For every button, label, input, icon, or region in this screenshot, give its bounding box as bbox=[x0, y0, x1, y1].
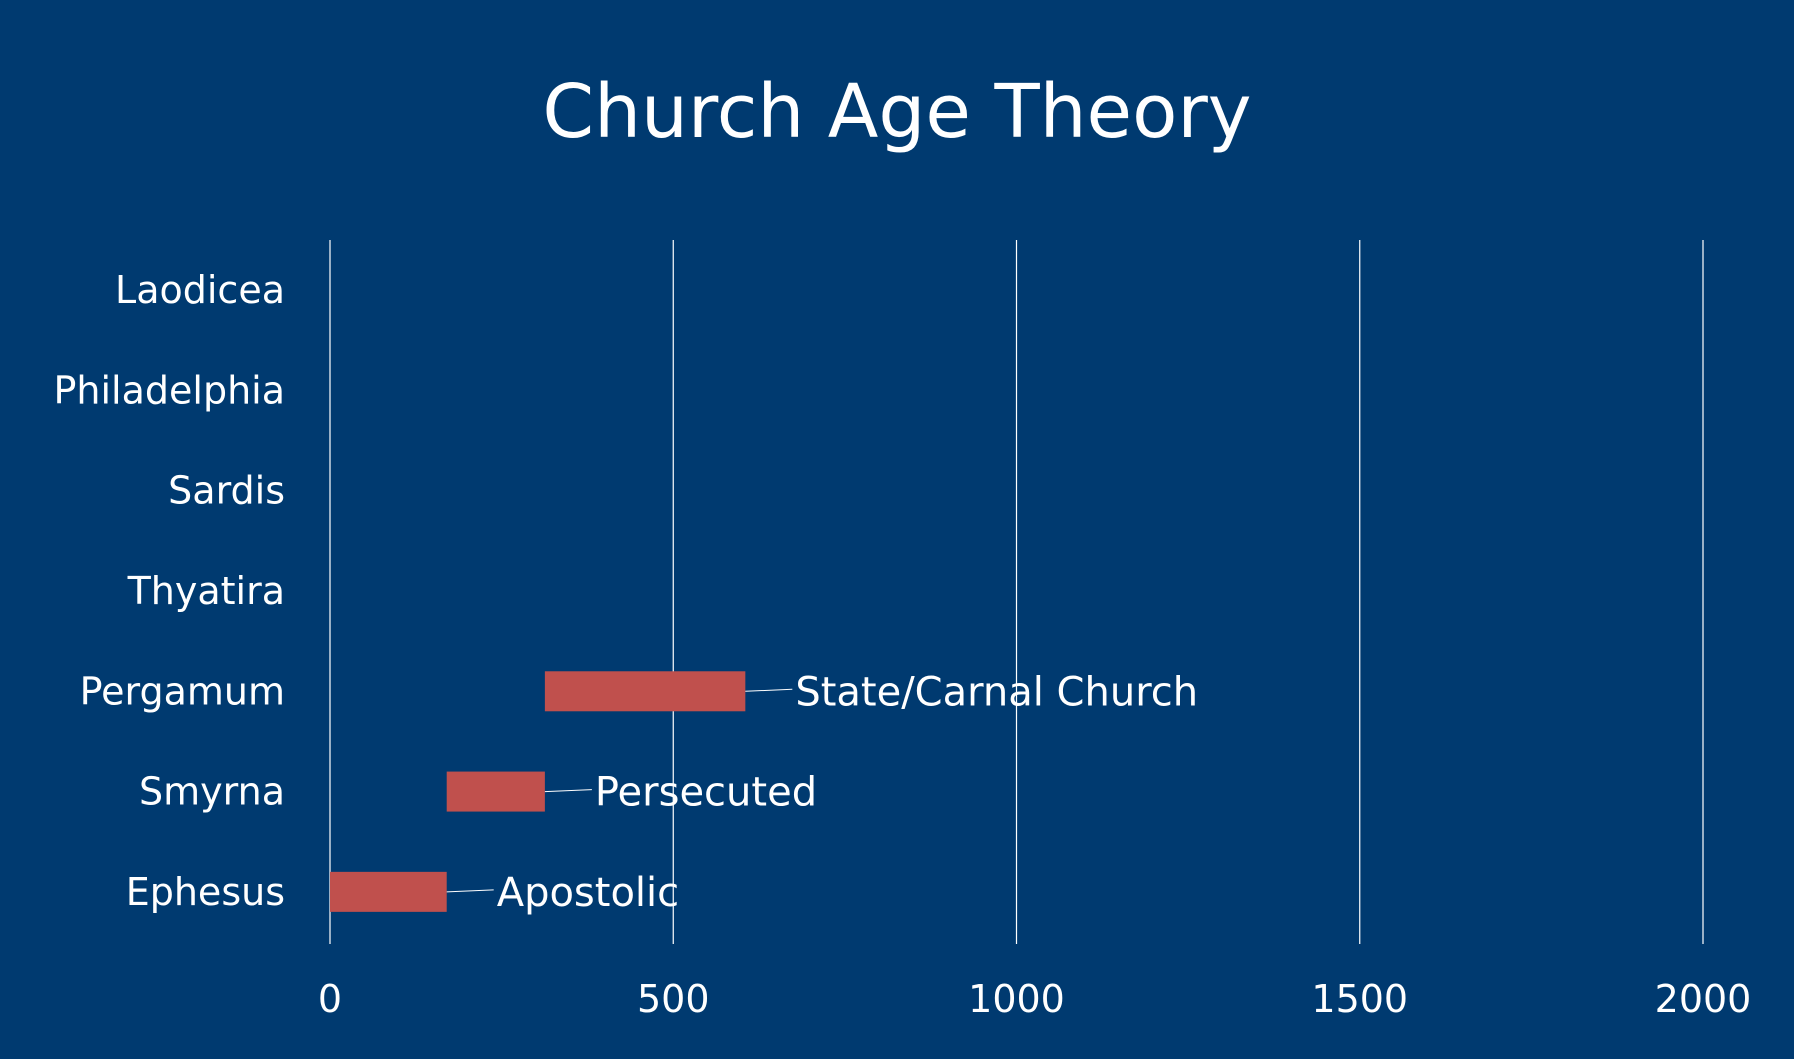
chart-title: Church Age Theory bbox=[542, 69, 1252, 155]
bar-pergamum bbox=[544, 671, 746, 712]
bars bbox=[330, 671, 793, 912]
category-label-smyrna: Smyrna bbox=[139, 770, 285, 814]
category-label-philadelphia: Philadelphia bbox=[53, 368, 285, 412]
x-tick-label: 1500 bbox=[1311, 977, 1408, 1021]
x-tick-label: 1000 bbox=[968, 977, 1065, 1021]
category-label-thyatira: Thyatira bbox=[127, 569, 285, 613]
leader-line-pergamum bbox=[745, 688, 793, 692]
data-label-smyrna: Persecuted bbox=[595, 770, 817, 816]
x-tick-label: 2000 bbox=[1655, 977, 1752, 1021]
x-tick-label: 0 bbox=[318, 977, 342, 1021]
bar-ephesus bbox=[330, 871, 447, 912]
data-label-ephesus: Apostolic bbox=[497, 870, 679, 916]
category-label-sardis: Sardis bbox=[168, 469, 285, 513]
category-label-laodicea: Laodicea bbox=[115, 268, 285, 312]
bar-smyrna bbox=[446, 771, 545, 812]
x-tick-label: 500 bbox=[637, 977, 710, 1021]
labels: 0 500 1000 1500 2000 Ephesus Smyrna Pergamum Thy… bbox=[53, 268, 1751, 1021]
gridlines bbox=[329, 240, 1704, 944]
leader-line-smyrna bbox=[544, 789, 592, 793]
leader-line-ephesus bbox=[446, 889, 494, 893]
data-label-pergamum: State/Carnal Church bbox=[795, 669, 1198, 715]
category-label-pergamum: Pergamum bbox=[80, 669, 285, 713]
category-label-ephesus: Ephesus bbox=[126, 870, 285, 914]
